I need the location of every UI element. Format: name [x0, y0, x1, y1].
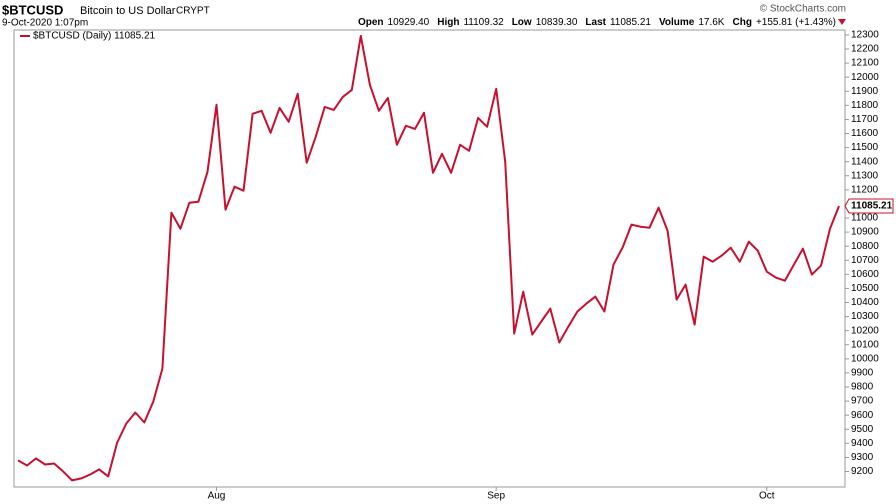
plot-frame: [13, 29, 846, 488]
stat-label: High: [437, 17, 459, 28]
y-tick-label: 12300: [851, 30, 879, 41]
y-tick-label: 11700: [851, 114, 879, 125]
y-tick-label: 10000: [851, 353, 879, 364]
stat-label: Low: [512, 17, 532, 28]
y-tick-label: 10900: [851, 227, 879, 238]
y-tick-label: 9200: [851, 466, 874, 477]
y-tick-label: 10300: [851, 311, 879, 322]
stat-value: +155.81 (+1.43%): [756, 17, 836, 28]
y-tick-label: 12000: [851, 72, 879, 83]
stat-value: 10929.40: [388, 17, 430, 28]
y-tick-label: 11400: [851, 156, 879, 167]
stat-label: Volume: [659, 17, 695, 28]
stat-value: 10839.30: [536, 17, 578, 28]
watermark: © StockCharts.com: [760, 4, 846, 15]
y-tick-label: 11500: [851, 142, 879, 153]
menu-icon[interactable]: [838, 19, 846, 25]
y-tick-label: 11200: [851, 184, 879, 195]
y-tick-label: 9600: [851, 410, 874, 421]
date: 9-Oct-2020 1:07pm: [2, 18, 88, 29]
y-tick-label: 12100: [851, 58, 879, 69]
stat-value: 17.6K: [698, 17, 724, 28]
y-tick-label: 9800: [851, 382, 874, 393]
y-tick-label: 9500: [851, 424, 874, 435]
y-tick-label: 9700: [851, 396, 874, 407]
y-tick-label: 10200: [851, 325, 879, 336]
stat-value: 11085.21: [610, 17, 651, 28]
y-tick-label: 11300: [851, 170, 879, 181]
chart-subtitle: Bitcoin to US Dollar: [80, 5, 176, 17]
y-tick-label: 12200: [851, 44, 879, 55]
stats: Open 10929.40 High 11109.32 Low 10839.30 Last 1…: [358, 17, 836, 28]
y-tick-label: 10600: [851, 269, 879, 280]
y-tick-label: 11800: [851, 100, 879, 111]
exchange: CRYPT: [176, 6, 210, 17]
x-tick-label: Aug: [208, 491, 226, 502]
y-tick-label: 10700: [851, 255, 879, 266]
x-tick-label: Oct: [759, 491, 775, 502]
y-tick-label: 11900: [851, 86, 879, 97]
y-tick-label: 9300: [851, 452, 874, 463]
y-tick-label: 10500: [851, 283, 879, 294]
stat-label: Chg: [732, 17, 751, 28]
stat-value: 11109.32: [463, 17, 504, 28]
y-tick-label: 10400: [851, 297, 879, 308]
last-value-label: 11085.21: [851, 201, 893, 212]
price-line: [17, 34, 840, 482]
stat-label: Open: [358, 17, 384, 28]
y-tick-label: 9900: [851, 368, 874, 379]
y-tick-label: 9400: [851, 438, 874, 449]
y-tick-label: 11000: [851, 213, 879, 224]
y-tick-label: 10100: [851, 339, 879, 350]
x-tick-label: Sep: [487, 491, 505, 502]
legend-label: $BTCUSD (Daily) 11085.21: [33, 31, 156, 42]
y-tick-label: 11600: [851, 128, 879, 139]
chart-title: $BTCUSD: [2, 2, 63, 17]
stat-label: Last: [585, 17, 606, 28]
last-value-box: [844, 198, 894, 214]
y-tick-label: 10800: [851, 241, 879, 252]
